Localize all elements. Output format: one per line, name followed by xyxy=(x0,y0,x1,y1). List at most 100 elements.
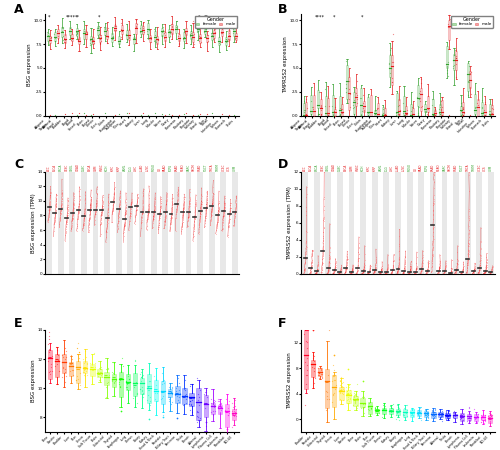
Point xyxy=(156,214,164,221)
Point xyxy=(115,40,123,47)
Point xyxy=(57,204,65,212)
Point xyxy=(85,217,93,224)
Point xyxy=(347,270,355,277)
Point xyxy=(50,218,58,225)
Point xyxy=(400,405,407,412)
Point xyxy=(173,206,181,213)
Point xyxy=(116,199,124,206)
Point xyxy=(93,199,101,206)
Point xyxy=(64,204,72,211)
Point xyxy=(441,269,449,276)
Point xyxy=(190,213,198,220)
Point xyxy=(232,206,239,213)
Point xyxy=(161,217,169,224)
Point xyxy=(81,365,89,372)
Point xyxy=(400,265,408,272)
Point xyxy=(452,266,460,273)
Point xyxy=(92,200,100,207)
Point xyxy=(336,269,344,276)
Point xyxy=(458,268,466,275)
Point xyxy=(372,266,380,273)
Point xyxy=(468,270,476,277)
Point xyxy=(98,206,106,213)
Point xyxy=(332,383,340,391)
Point xyxy=(442,70,450,77)
Point xyxy=(343,259,351,266)
Point xyxy=(330,269,338,276)
Point xyxy=(342,264,350,271)
Point xyxy=(464,414,472,421)
Point xyxy=(202,204,210,212)
Point xyxy=(156,212,164,219)
Point xyxy=(70,201,78,208)
Point xyxy=(214,215,222,222)
Point xyxy=(347,270,355,277)
Point xyxy=(384,266,392,274)
Point xyxy=(429,112,437,119)
Point xyxy=(475,269,483,276)
Point xyxy=(408,410,416,417)
Point xyxy=(58,202,66,210)
Point xyxy=(447,269,455,276)
Point xyxy=(220,206,228,213)
Point xyxy=(86,204,94,211)
Point xyxy=(80,216,88,224)
Point xyxy=(364,270,372,277)
Point xyxy=(121,221,129,228)
Point xyxy=(174,191,182,198)
Text: UCEC: UCEC xyxy=(222,163,226,171)
Bar xyxy=(348,77,350,110)
Point xyxy=(436,267,444,274)
Point xyxy=(424,411,432,418)
Point xyxy=(330,270,338,277)
Point xyxy=(74,207,82,214)
Point xyxy=(359,270,367,277)
Bar xyxy=(396,94,398,116)
Point xyxy=(68,218,76,225)
Point xyxy=(211,29,219,36)
Point xyxy=(138,208,146,216)
Point xyxy=(446,22,454,30)
Point xyxy=(458,270,466,277)
Point xyxy=(488,109,496,117)
Point xyxy=(138,387,145,395)
Text: KIRC: KIRC xyxy=(111,165,115,171)
Point xyxy=(82,112,90,119)
Point xyxy=(406,270,413,277)
Point xyxy=(92,207,100,214)
Point xyxy=(84,365,92,373)
Point xyxy=(69,371,77,378)
Point xyxy=(306,267,314,274)
Point xyxy=(400,268,408,275)
Point xyxy=(314,261,322,269)
Point xyxy=(92,207,100,214)
Point xyxy=(230,29,237,36)
Point xyxy=(220,207,228,214)
Point xyxy=(471,416,479,423)
Point xyxy=(466,90,474,98)
Point xyxy=(93,185,101,193)
Text: CESC: CESC xyxy=(320,164,324,171)
Point xyxy=(47,34,55,41)
Text: ESCA: ESCA xyxy=(88,164,92,171)
Point xyxy=(196,211,204,218)
Point xyxy=(412,259,420,266)
Point xyxy=(302,255,310,262)
Point xyxy=(458,270,466,277)
Point xyxy=(195,221,203,229)
Point xyxy=(360,268,368,275)
Point xyxy=(386,402,394,409)
Point xyxy=(204,393,212,400)
Point xyxy=(348,269,356,276)
Text: UCS: UCS xyxy=(227,165,231,171)
Point xyxy=(196,215,204,222)
Point xyxy=(86,203,94,210)
Point xyxy=(104,33,112,40)
Point xyxy=(156,197,164,204)
Point xyxy=(46,203,54,210)
Point xyxy=(452,267,460,274)
Point xyxy=(306,268,314,275)
Point xyxy=(480,270,488,277)
Point xyxy=(394,264,402,271)
Point xyxy=(465,229,473,236)
